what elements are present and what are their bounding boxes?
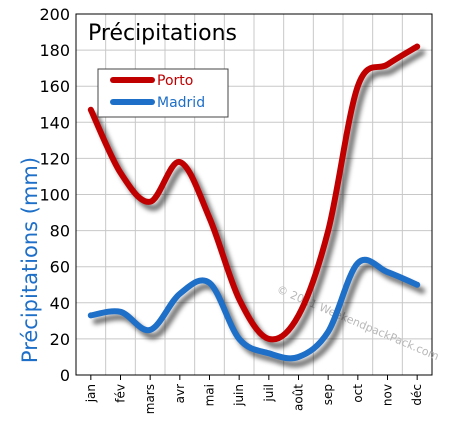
y-tick-label: 180 [39, 41, 70, 60]
x-tick-label: juin [232, 384, 246, 407]
x-tick-label: juil [262, 384, 276, 403]
y-tick-label: 80 [50, 222, 70, 241]
x-tick-label: fév [114, 384, 128, 403]
x-tick-label: jan [84, 384, 98, 403]
axes: 0 20 40 60 80 100 120 140 160 180 200 jan fév mars avr… [39, 5, 433, 414]
series-lines [87, 43, 426, 368]
legend-label: Porto [157, 73, 193, 89]
y-tick-label: 60 [50, 258, 70, 277]
y-tick-label: 40 [50, 294, 70, 313]
series-shadow [92, 262, 426, 368]
y-tick-label: 200 [39, 5, 70, 24]
y-tick-label: 20 [50, 330, 70, 349]
y-tick-label: 140 [39, 113, 70, 132]
plot-border [75, 13, 433, 376]
legend: Porto Madrid [97, 68, 229, 118]
x-tick-label: août [292, 384, 306, 411]
y-tick-label: 120 [39, 149, 70, 168]
x-tick-label: mars [143, 384, 157, 414]
x-tick-label: oct [351, 384, 365, 403]
series-line-madrid [87, 256, 421, 362]
x-tick-label: sep [321, 384, 335, 405]
chart-title: Précipitations [88, 21, 237, 46]
x-tick-label: déc [410, 384, 424, 406]
legend-label: Madrid [157, 95, 205, 111]
y-tick-label: 100 [39, 186, 70, 205]
y-axis-label: Précipitations (mm) [18, 157, 42, 363]
x-tick-label: nov [381, 384, 395, 406]
y-tick-label: 160 [39, 77, 70, 96]
y-tick-label: 0 [60, 366, 70, 385]
x-tick-label: avr [173, 384, 187, 403]
x-tick-label: mai [203, 384, 217, 406]
